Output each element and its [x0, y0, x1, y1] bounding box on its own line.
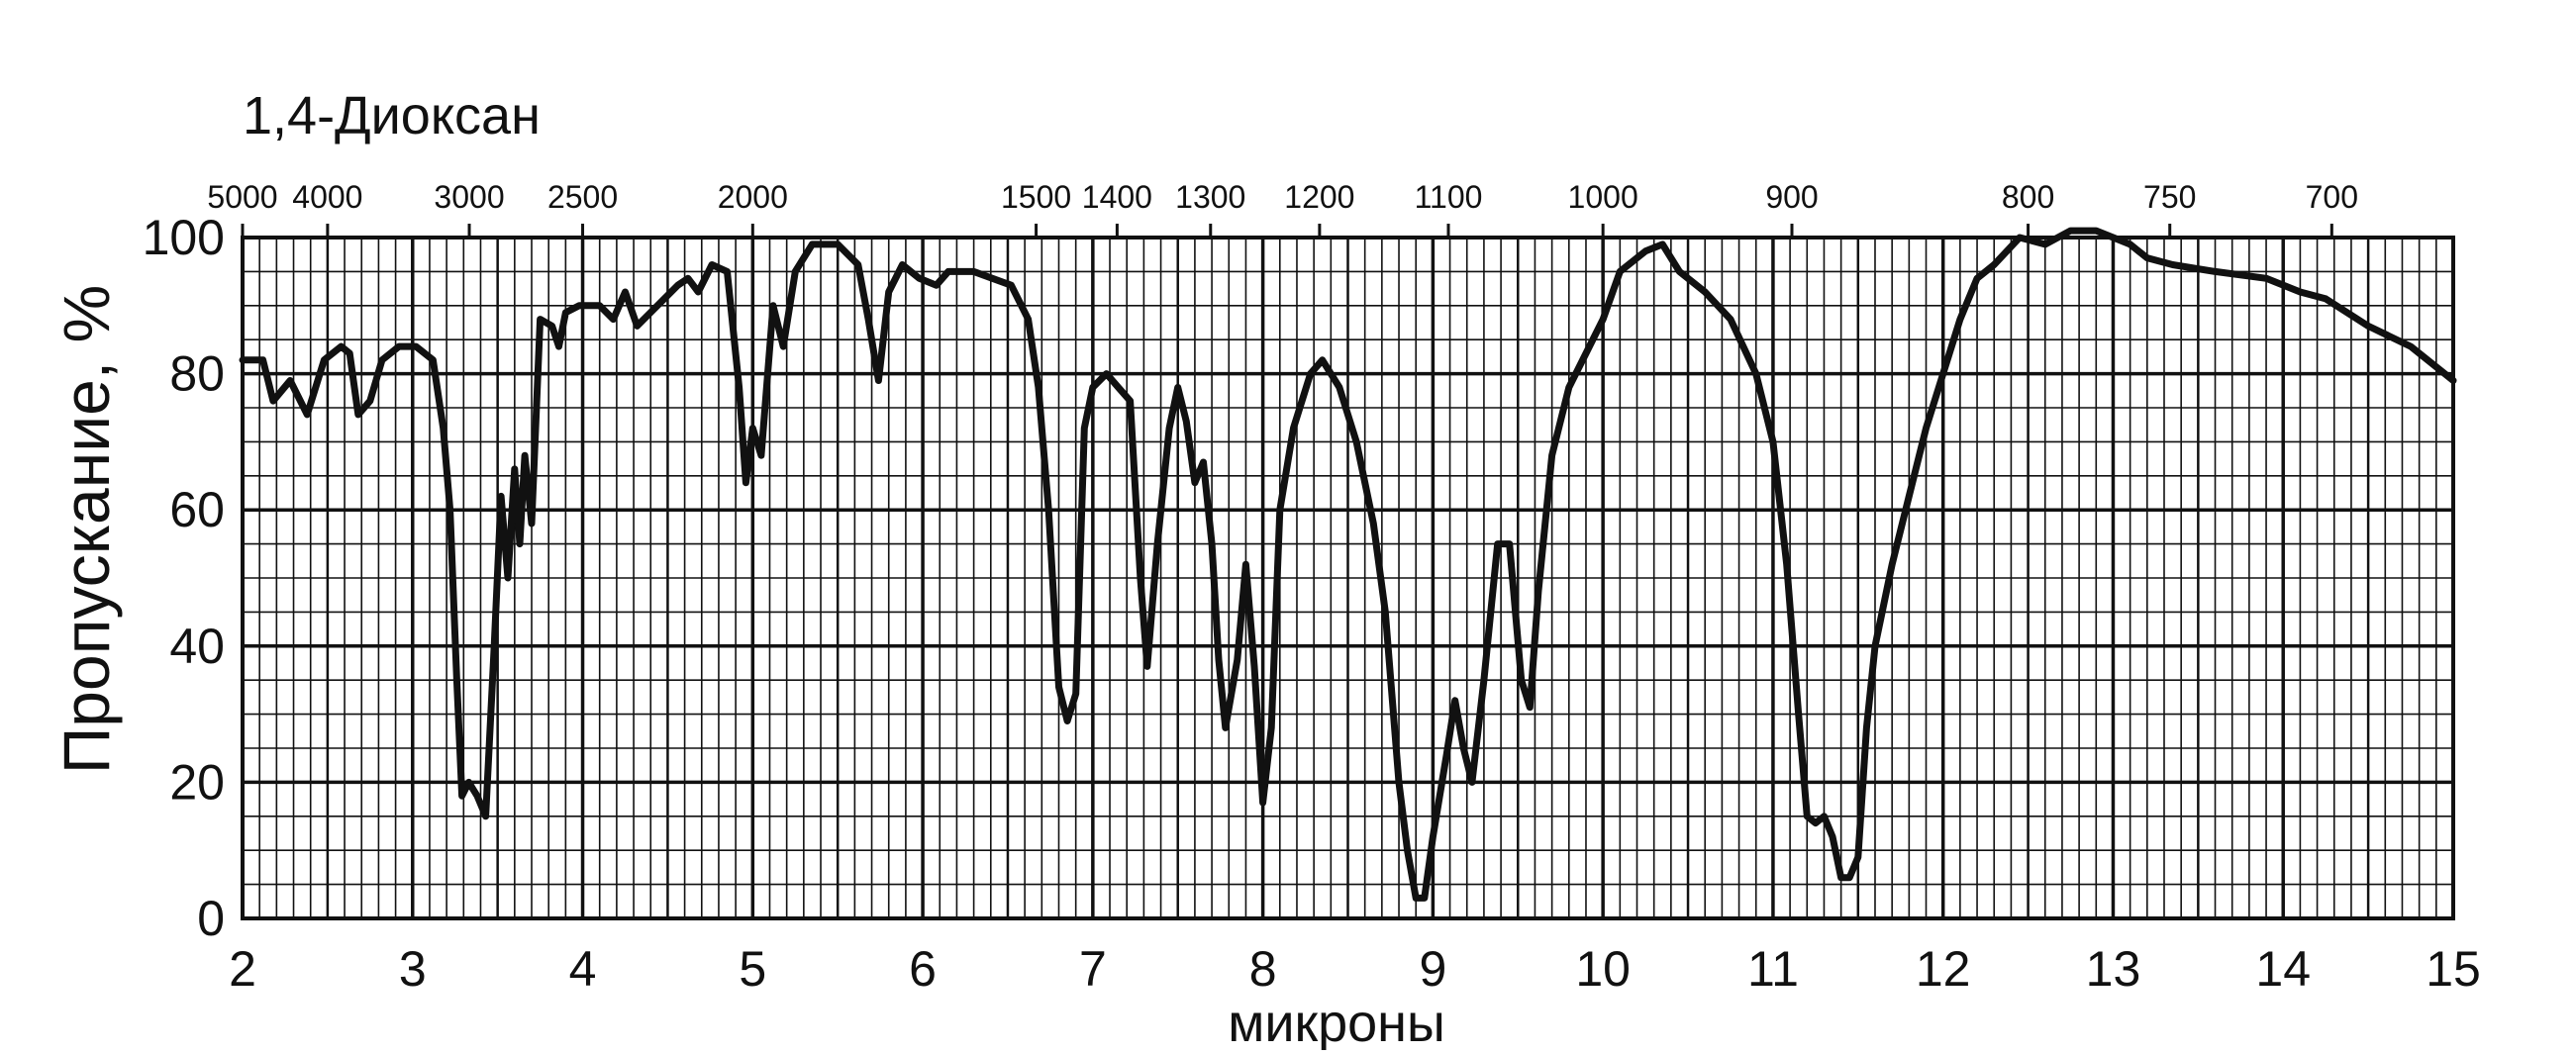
spectrum-line	[239, 227, 2457, 902]
top-tick-label: 3000	[434, 179, 504, 215]
x-tick-label: 15	[2426, 941, 2481, 997]
top-tick-label: 1100	[1415, 179, 1483, 215]
x-tick-label: 12	[1916, 941, 1971, 997]
x-tick-label: 6	[909, 941, 937, 997]
top-tick-label: 700	[2306, 179, 2358, 215]
y-tick-label: 80	[169, 346, 225, 402]
grid	[241, 236, 2455, 920]
x-tick-label: 3	[399, 941, 427, 997]
top-tick-label: 1500	[1001, 179, 1071, 215]
x-tick-label: 4	[569, 941, 597, 997]
x-tick-label: 8	[1249, 941, 1277, 997]
y-tick-label: 20	[169, 754, 225, 810]
top-tick-label: 5000	[207, 179, 277, 215]
x-tick-label: 9	[1419, 941, 1446, 997]
x-tick-label: 7	[1079, 941, 1107, 997]
top-tick-label: 1400	[1082, 179, 1152, 215]
x-tick-label: 2	[229, 941, 256, 997]
x-tick-label: 13	[2086, 941, 2141, 997]
top-tick-label: 1000	[1568, 179, 1638, 215]
y-axis-label: Пропускание, %	[50, 285, 123, 774]
x-tick-label: 5	[739, 941, 766, 997]
top-tick-label: 2000	[718, 179, 788, 215]
y-tick-label: 60	[169, 482, 225, 537]
y-tick-label: 40	[169, 619, 225, 674]
x-tick-label: 14	[2255, 941, 2311, 997]
top-tick-label: 2500	[547, 179, 618, 215]
chart-title: 1,4-Диоксан	[243, 86, 541, 145]
top-tick-label: 900	[1765, 179, 1818, 215]
top-tick-label: 4000	[292, 179, 362, 215]
y-tick-label: 0	[197, 891, 225, 946]
top-tick-label: 1200	[1284, 179, 1354, 215]
x-tick-label: 10	[1575, 941, 1631, 997]
x-tick-label: 11	[1747, 941, 1799, 997]
x-axis-label: микроны	[1228, 994, 1445, 1050]
top-tick-label: 1300	[1175, 179, 1245, 215]
plot-frame	[241, 236, 2455, 920]
y-tick-label: 100	[143, 210, 225, 265]
top-tick-label: 750	[2143, 179, 2196, 215]
top-tick-label: 800	[2002, 179, 2054, 215]
